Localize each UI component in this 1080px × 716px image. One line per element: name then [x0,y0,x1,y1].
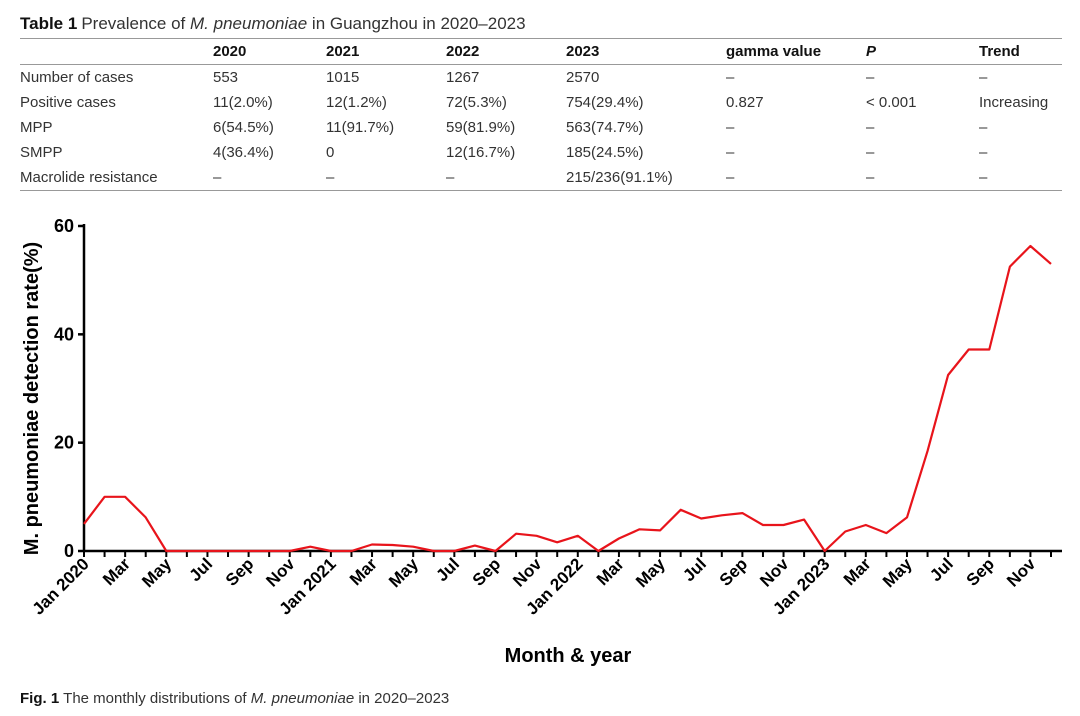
x-tick-label: Mar [593,554,628,589]
y-tick-label: 0 [64,541,74,561]
table-cell: 215/236(91.1%) [566,165,726,191]
prevalence-table: 2020 2021 2022 2023 gamma value P Trend … [20,38,1062,191]
table-cell: 1267 [446,69,480,86]
x-tick-label: Jul [679,554,710,585]
table-caption: Table 1 Prevalence of M. pneumoniae in Gu… [20,14,526,33]
x-tick-label: Mar [346,554,381,589]
table-cell: – [866,69,875,86]
y-axis-ticks: 0 20 40 60 [54,216,84,561]
figure-label: Fig. 1 [20,690,60,707]
x-tick-label: May [879,554,916,591]
x-tick-label: May [632,554,669,591]
table-row: SMPP 4(36.4%) 0 12(16.7%) 185(24.5%) – –… [20,140,1062,165]
table-row: Macrolide resistance – – – 215/236(91.1%… [20,165,1062,191]
header-cell: 2021 [326,38,446,65]
table-cell: – [866,165,979,191]
x-tick-label: Nov [756,554,793,591]
table-row: Positive cases 11(2.0%) 12(1.2%) 72(5.3%… [20,90,1062,115]
x-tick-label: Nov [1003,554,1040,591]
x-tick-label: Mar [99,554,134,589]
table-cell: 553 [213,69,239,86]
x-tick-label: Sep [469,554,504,589]
table-cell: – [979,69,988,86]
x-tick-label: Jul [432,554,463,585]
x-tick-label: Mar [840,554,875,589]
y-axis-label: M. pneumoniae detection rate(%) [21,242,43,555]
table-cell: 0.827 [726,94,764,111]
x-axis-label: Month & year [505,645,632,667]
x-tick-label: Sep [222,554,257,589]
x-tick-label: May [385,554,422,591]
table-cell: – [726,144,735,161]
table-cell: MPP [20,119,53,136]
table-cell: 11(91.7%) [326,119,395,136]
figure-caption: Fig. 1 The monthly distributions of M. pn… [20,690,450,707]
table-cell: – [979,165,1062,191]
header-cell: 2023 [566,38,726,65]
table-cell: 12(16.7%) [446,144,516,161]
table-cell: – [979,119,988,136]
table-cell: – [726,69,735,86]
table-cell: 185(24.5%) [566,144,644,161]
table-cell: – [979,144,988,161]
table-cell: – [866,144,875,161]
table-cell: 563(74.7%) [566,119,644,136]
x-tick-label: Jul [926,554,957,585]
table-row: Number of cases 553 1015 1267 2570 – – – [20,65,1062,91]
table-cell: – [866,119,875,136]
table-cell: – [213,165,326,191]
table-cell: 72(5.3%) [446,94,507,111]
x-tick-label: Nov [262,554,299,591]
series-line [83,244,1052,553]
table-cell: 12(1.2%) [326,94,387,111]
table-cell: Number of cases [20,69,134,86]
header-cell: gamma value [726,38,866,65]
table-cell: 0 [326,144,335,161]
table-cell: 59(81.9%) [446,119,516,136]
x-tick-label: Jan 2020 [29,554,93,618]
x-tick-label: May [138,554,175,591]
table-cell: 1015 [326,69,360,86]
header-cell [20,38,213,65]
table-cell: 2570 [566,69,600,86]
x-tick-label: Nov [509,554,546,591]
table-cell: – [726,165,866,191]
table-row: MPP 6(54.5%) 11(91.7%) 59(81.9%) 563(74.… [20,115,1062,140]
x-tick-label: Sep [963,554,998,589]
chart-series [83,244,1052,553]
table-cell: SMPP [20,144,63,161]
table-header-row: 2020 2021 2022 2023 gamma value P Trend [20,38,1062,65]
table-cell: 11(2.0%) [213,94,273,111]
header-cell: 2020 [213,38,326,65]
table-cell: 4(36.4%) [213,144,274,161]
table-cell: – [326,165,446,191]
table-cell: 6(54.5%) [213,119,274,136]
table-cell: – [446,165,566,191]
header-cell: Trend [979,38,1062,65]
y-tick-label: 60 [54,216,74,236]
y-tick-label: 20 [54,433,74,453]
table-cell: Increasing [979,94,1049,111]
header-cell: 2022 [446,38,566,65]
table-cell: 754(29.4%) [566,94,644,111]
table-cell: < 0.001 [866,94,917,111]
chart-axes [82,224,1062,553]
table-cell: Macrolide resistance [20,165,213,191]
x-tick-label: Sep [716,554,751,589]
header-cell: P [866,38,979,65]
y-tick-label: 40 [54,324,74,344]
table-cell: Positive cases [20,94,116,111]
x-tick-label: Jul [185,554,216,585]
table-cell: – [726,119,735,136]
table-label: Table 1 [20,14,78,33]
